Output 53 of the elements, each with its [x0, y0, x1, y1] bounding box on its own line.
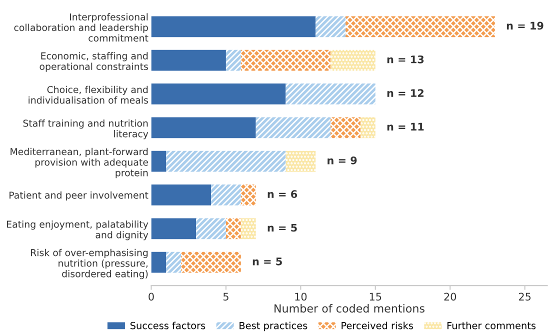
legend-label: Perceived risks	[342, 322, 413, 330]
x-tick-label: 25	[518, 292, 531, 301]
annotation: n = 6	[268, 190, 298, 198]
bar	[151, 50, 226, 71]
bar	[151, 252, 166, 273]
bar	[211, 184, 241, 206]
x-tick-label: 20	[444, 292, 456, 301]
bar	[256, 117, 331, 138]
bar	[286, 150, 316, 172]
annotation: n = 19	[506, 22, 544, 30]
bar	[181, 252, 241, 273]
y-tick-label: Staff training and nutrition literacy	[23, 119, 148, 140]
bar	[286, 84, 376, 104]
bar	[151, 117, 256, 138]
bar	[360, 117, 376, 138]
y-tick-label: Interprofessional collaboration and leadership commitment	[14, 13, 148, 42]
bar	[151, 218, 196, 240]
bar	[196, 218, 226, 240]
bar	[151, 150, 166, 172]
y-tick-label: Patient and peer involvement	[10, 191, 148, 201]
bar	[151, 184, 212, 206]
y-tick-label: Mediterranean, plant-forward provision with adequate protein	[10, 148, 148, 178]
x-tick-label: 15	[370, 292, 382, 301]
bar	[240, 50, 331, 71]
y-tick-label: Risk of over-emphasising nutrition (pressure, disordered eating)	[31, 248, 148, 280]
bar	[330, 117, 360, 138]
bar	[346, 16, 495, 38]
annotation: n = 11	[387, 122, 424, 131]
bar	[151, 84, 286, 104]
bar	[226, 50, 241, 71]
x-tick-label: 5	[223, 292, 228, 301]
legend-label: Success factors	[130, 322, 206, 330]
bar	[240, 184, 256, 206]
bar	[166, 150, 286, 172]
annotation: n = 5	[252, 258, 282, 266]
legend-label: Best practices	[240, 322, 308, 332]
y-tick-label: Choice, flexibility and individualisation of meals	[28, 86, 148, 104]
bar	[226, 218, 241, 240]
annotation: n = 12	[387, 89, 424, 97]
bar	[316, 16, 346, 38]
annotation: n = 9	[328, 156, 357, 164]
bar	[330, 50, 376, 71]
x-tick-label: 10	[295, 292, 307, 301]
y-tick-label: Economic, staffing and operational constraints	[40, 52, 148, 72]
bar	[166, 252, 182, 273]
bar	[240, 218, 256, 240]
annotation: n = 13	[387, 55, 424, 64]
x-axis-title: Number of coded mentions	[274, 304, 424, 313]
y-tick-label: Eating enjoyment, palatability and dignity	[7, 220, 148, 240]
x-tick-label: 0	[148, 292, 154, 301]
annotation: n = 5	[268, 224, 297, 232]
legend-label: Further comments	[447, 322, 536, 330]
bar	[151, 16, 316, 38]
